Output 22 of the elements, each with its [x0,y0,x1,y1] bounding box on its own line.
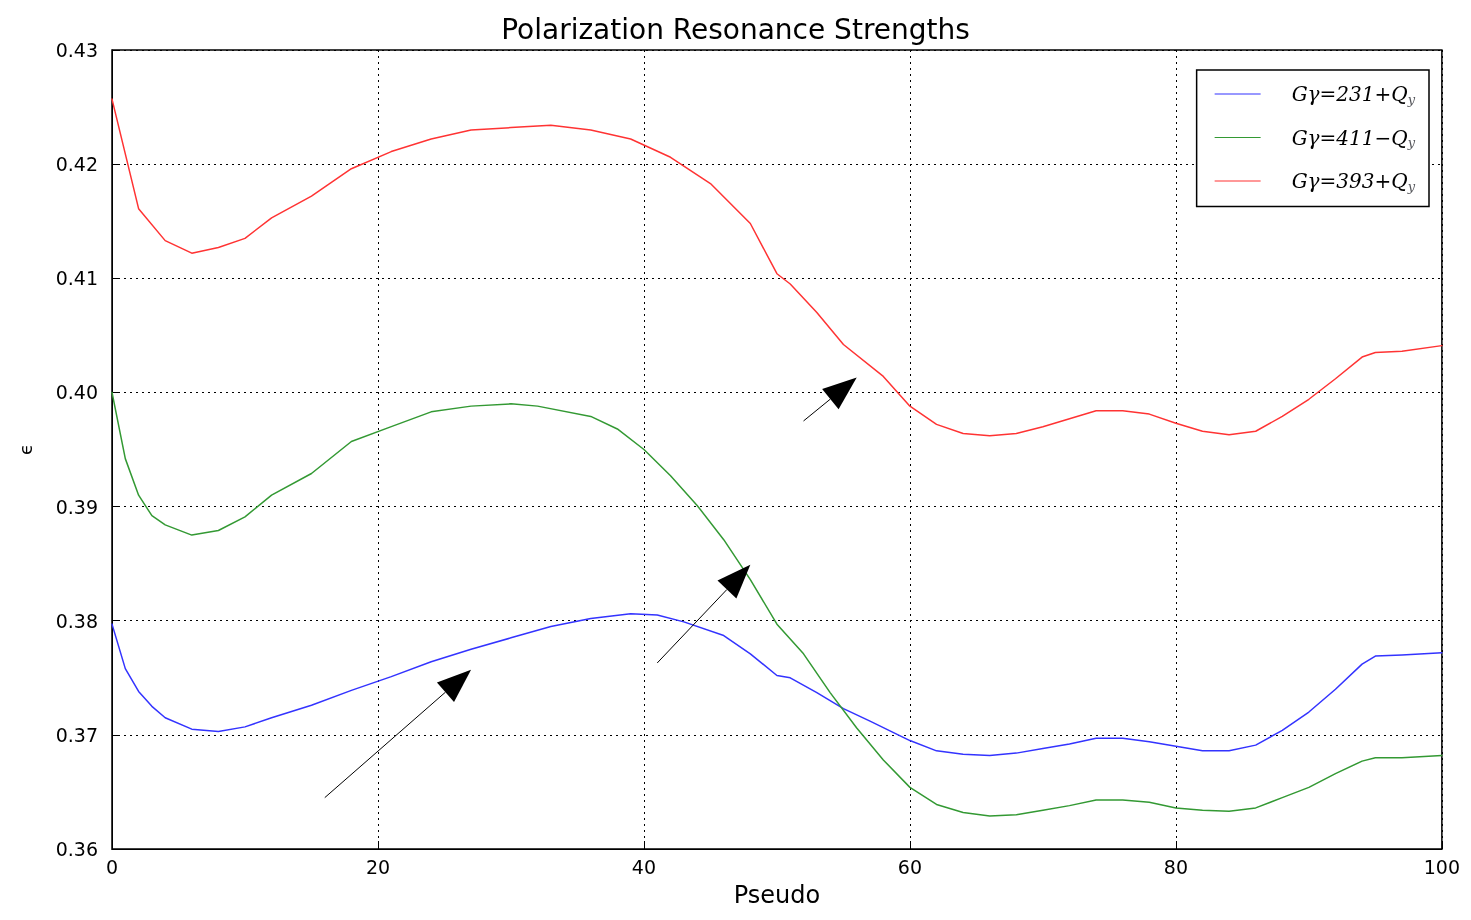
y-tick-label: 0.37 [55,723,98,746]
x-tick-label: 40 [631,855,657,878]
x-axis-title: Pseudo [733,881,821,909]
legend-label: Gγ=411−Qy [1291,125,1416,150]
chart-title: Polarization Resonance Strengths [501,12,970,46]
y-tick-label: 0.39 [55,495,98,518]
line-series [111,613,1443,757]
y-tick-label: 0.41 [55,267,98,290]
legend-label: Gγ=393+Qy [1291,169,1416,194]
x-tick-label: 100 [1423,855,1460,878]
y-axis-title: ϵ [14,443,36,456]
x-tick-label: 80 [1163,855,1188,878]
y-tick-label: 0.43 [55,39,98,61]
legend-label: Gγ=231+Qy [1291,82,1416,107]
x-tick-label: 20 [365,855,391,878]
line-series [111,391,1443,817]
y-tick-label: 0.42 [55,153,98,176]
y-tick-label: 0.36 [55,838,98,860]
y-tick-label: 0.40 [55,381,98,404]
x-tick-label: 60 [897,855,923,878]
y-tick-label: 0.38 [55,609,98,632]
x-tick-label: 0 [105,855,119,878]
